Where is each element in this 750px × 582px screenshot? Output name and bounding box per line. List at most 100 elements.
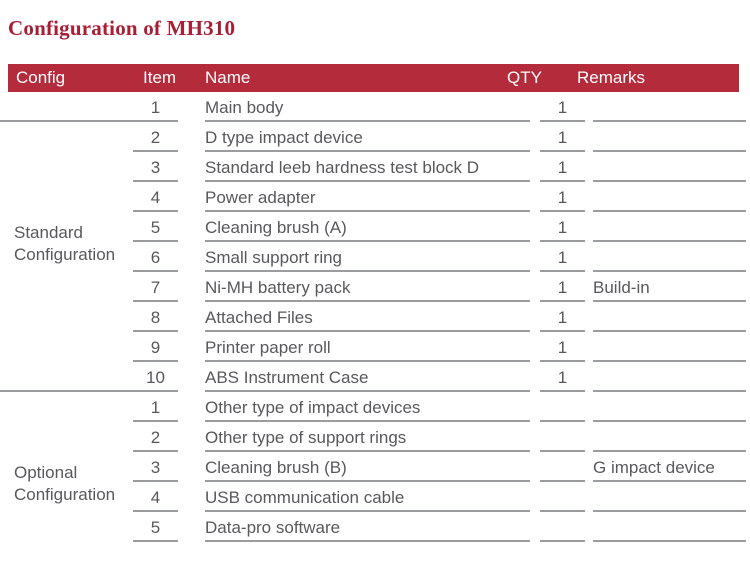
name-value: Printer paper roll [205,338,331,357]
item-value: 3 [150,158,161,177]
qty-value: 1 [557,338,568,357]
qty-value: 1 [557,128,568,147]
remarks-cell [593,332,746,362]
name-cell: Cleaning brush (A) [205,212,530,242]
table-row: 5 Cleaning brush (A) 1 [0,212,746,242]
remarks-cell [593,182,746,212]
remarks-cell [593,242,746,272]
name-cell: Other type of support rings [205,422,530,452]
table-row: 3 Standard leeb hardness test block D 1 [0,152,746,182]
table-row: 9 Printer paper roll 1 [0,332,746,362]
remarks-cell [593,422,746,452]
qty-cell [540,422,585,452]
table-row: 5 Data-pro software [0,512,746,542]
qty-cell: 1 [540,272,585,302]
item-value: 10 [146,368,165,387]
remarks-value: G impact device [593,458,715,477]
name-value: Other type of support rings [205,428,407,447]
item-cell: 8 [133,302,178,332]
table-row: 2 D type impact device 1 [0,122,746,152]
page-title: Configuration of MH310 [8,16,236,40]
header-config: Config [16,68,66,87]
qty-cell: 1 [540,242,585,272]
table-row: 7 Ni-MH battery pack 1 Build-in [0,272,746,302]
name-cell: D type impact device [205,122,530,152]
config-column-divider-top [0,120,135,122]
name-cell: Cleaning brush (B) [205,452,530,482]
section-label-standard: Standard Configuration [14,223,116,264]
qty-cell [540,452,585,482]
name-value: Small support ring [205,248,343,267]
item-cell: 10 [133,362,178,392]
table-row: 1 Main body 1 [0,92,746,122]
table-row: 8 Attached Files 1 [0,302,746,332]
qty-value: 1 [557,98,568,117]
item-value: 9 [150,338,161,357]
item-value: 1 [150,398,161,417]
item-cell: 1 [133,392,178,422]
remarks-cell: Build-in [593,272,746,302]
name-value: D type impact device [205,128,363,147]
remarks-cell [593,212,746,242]
name-cell: Small support ring [205,242,530,272]
table-row: 4 USB communication cable [0,482,746,512]
qty-value: 1 [557,218,568,237]
name-cell: ABS Instrument Case [205,362,530,392]
item-value: 4 [150,188,161,207]
item-value: 7 [150,278,161,297]
qty-cell: 1 [540,122,585,152]
qty-cell [540,512,585,542]
qty-value: 1 [557,248,568,267]
item-cell: 4 [133,482,178,512]
name-cell: Main body [205,92,530,122]
item-cell: 3 [133,452,178,482]
item-cell: 5 [133,212,178,242]
remarks-cell [593,152,746,182]
item-cell: 1 [133,92,178,122]
item-cell: 2 [133,422,178,452]
item-value: 5 [150,218,161,237]
item-cell: 7 [133,272,178,302]
table-row: 4 Power adapter 1 [0,182,746,212]
item-value: 3 [150,458,161,477]
remarks-cell: G impact device [593,452,746,482]
qty-cell: 1 [540,182,585,212]
name-cell: USB communication cable [205,482,530,512]
table-row: 3 Cleaning brush (B) G impact device [0,452,746,482]
item-cell: 2 [133,122,178,152]
remarks-cell [593,482,746,512]
item-value: 4 [150,488,161,507]
name-cell: Power adapter [205,182,530,212]
item-value: 1 [150,98,161,117]
item-value: 2 [150,428,161,447]
config-column-divider-sections [0,390,135,392]
table-header-bar: Config Item Name QTY Remarks [8,64,739,92]
name-value: USB communication cable [205,488,405,507]
name-value: Data-pro software [205,518,341,537]
name-cell: Standard leeb hardness test block D [205,152,530,182]
name-cell: Printer paper roll [205,332,530,362]
name-cell: Other type of impact devices [205,392,530,422]
name-value: Cleaning brush (A) [205,218,347,237]
qty-value: 1 [557,158,568,177]
qty-cell: 1 [540,302,585,332]
qty-cell: 1 [540,362,585,392]
remarks-cell [593,302,746,332]
header-remarks: Remarks [577,68,646,87]
qty-cell: 1 [540,332,585,362]
qty-cell [540,392,585,422]
table-row: 1 Other type of impact devices [0,392,746,422]
qty-value: 1 [557,308,568,327]
name-cell: Ni-MH battery pack [205,272,530,302]
name-value: Attached Files [205,308,313,327]
header-item: Item [143,68,177,87]
name-value: ABS Instrument Case [205,368,369,387]
item-cell: 3 [133,152,178,182]
qty-value: 1 [557,188,568,207]
qty-value: 1 [557,368,568,387]
item-value: 8 [150,308,161,327]
table-row: 6 Small support ring 1 [0,242,746,272]
remarks-cell [593,362,746,392]
name-value: Cleaning brush (B) [205,458,347,477]
